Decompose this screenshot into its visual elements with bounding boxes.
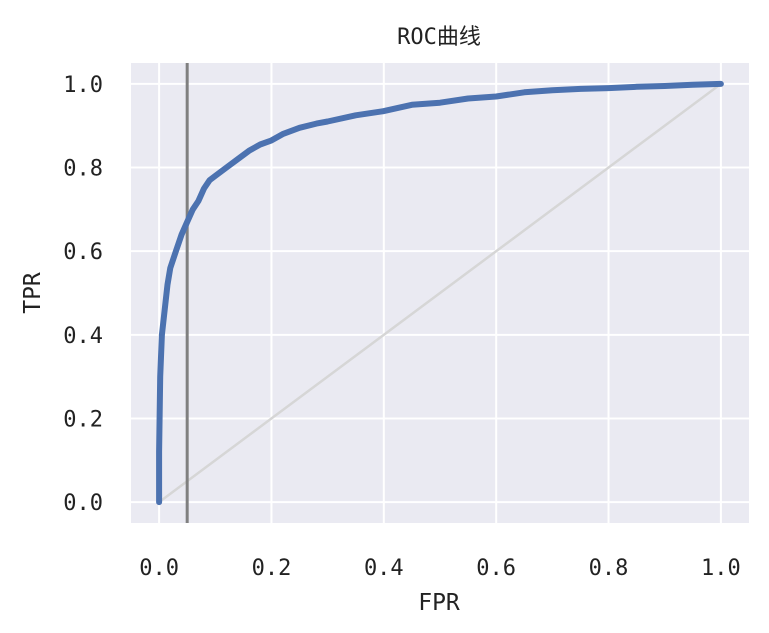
x-tick-label: 0.2 [252,556,292,581]
grid-lines [131,63,749,523]
x-tick-label: 0.0 [139,556,179,581]
y-tick-label: 0.4 [63,324,103,349]
y-tick-label: 0.2 [63,407,103,432]
x-tick-label: 0.8 [589,556,629,581]
chart-title: ROC曲线 [397,25,481,50]
x-axis-label: FPR [418,590,460,616]
roc-curve-line [156,80,724,506]
y-tick-label: 0.8 [63,157,103,182]
x-tick-label: 0.4 [364,556,404,581]
y-axis-label: TPR [20,272,46,314]
x-tick-labels: 0.0 0.2 0.4 0.6 0.8 1.0 [139,556,741,581]
x-tick-label: 1.0 [701,556,741,581]
y-tick-label: 0.6 [63,240,103,265]
reference-diagonal-line [158,82,722,504]
x-tick-label: 0.6 [476,556,516,581]
y-tick-labels: 0.0 0.2 0.4 0.6 0.8 1.0 [63,73,103,516]
y-tick-label: 1.0 [63,73,103,98]
y-tick-label: 0.0 [63,491,103,516]
